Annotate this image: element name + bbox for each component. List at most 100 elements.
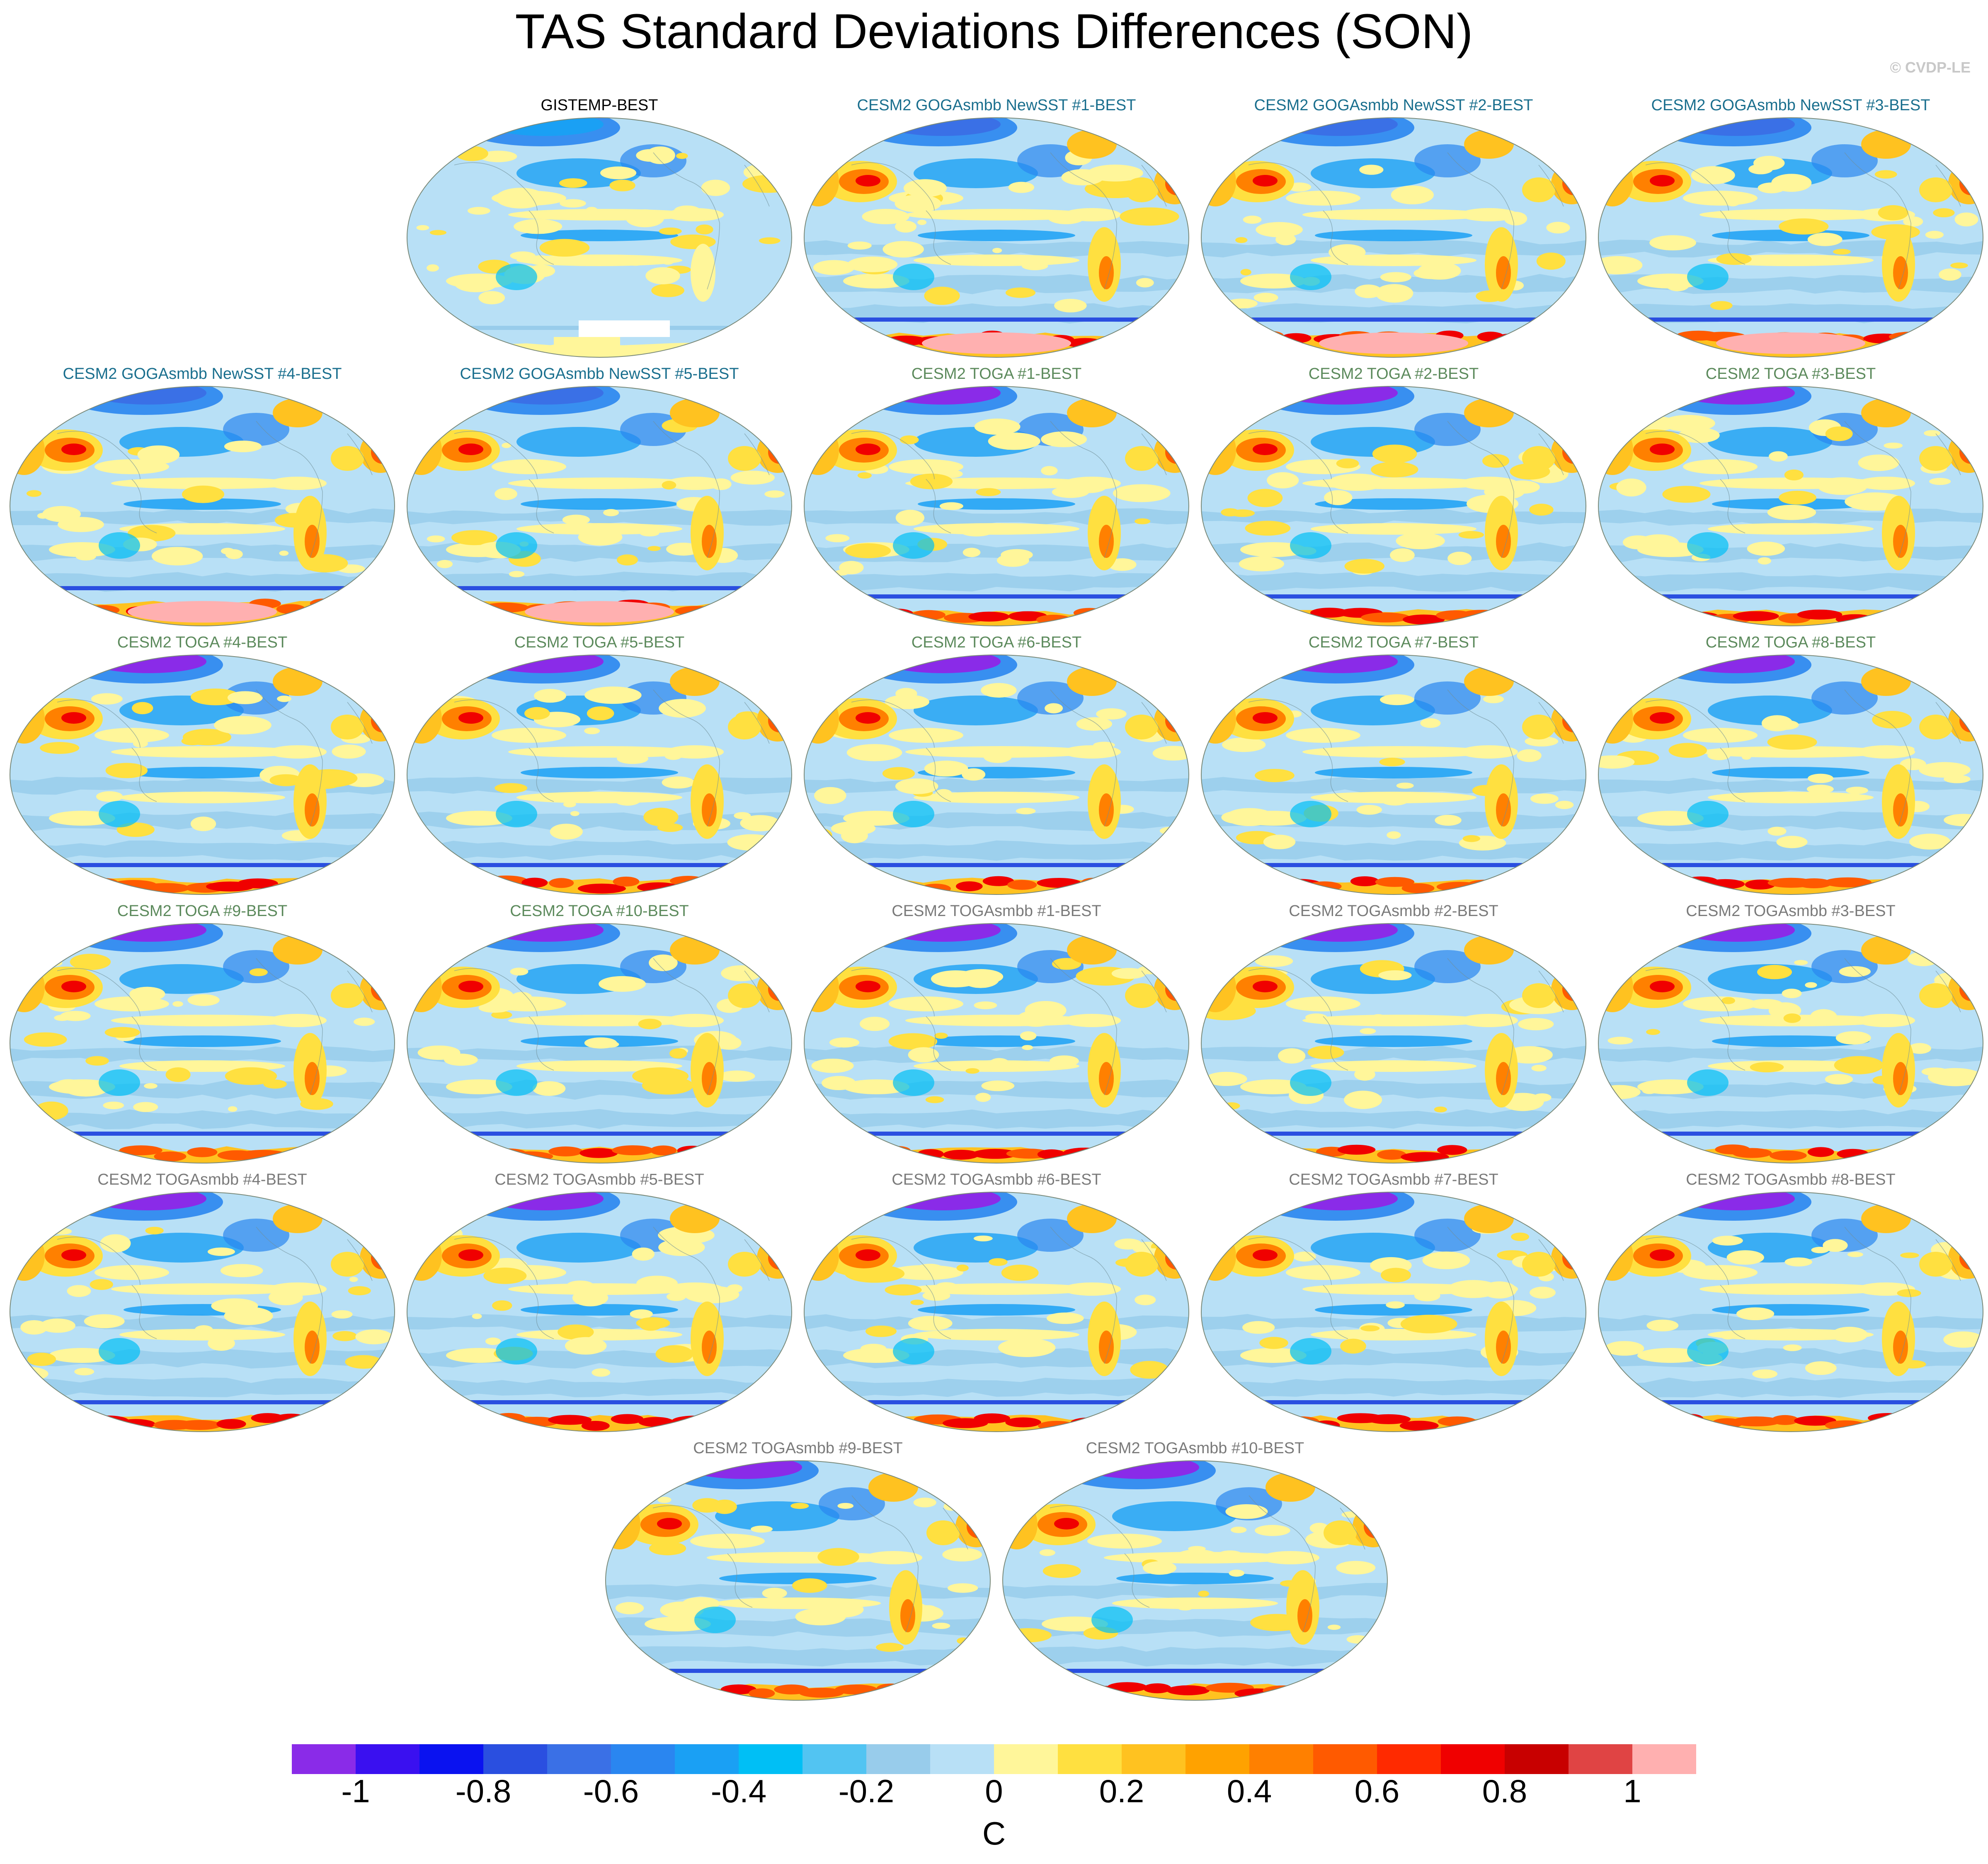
colorbar-segment — [1569, 1744, 1633, 1774]
panel-title: CESM2 TOGA #3-BEST — [1705, 365, 1876, 383]
panel-title: CESM2 TOGAsmbb #8-BEST — [1686, 1171, 1896, 1188]
colorbar-segment — [994, 1744, 1058, 1774]
map-panel: CESM2 TOGAsmbb #4-BEST — [7, 1171, 397, 1438]
map-panel: CESM2 GOGAsmbb NewSST #3-BEST — [1596, 96, 1986, 364]
panel-title: CESM2 GOGAsmbb NewSST #5-BEST — [460, 365, 739, 383]
colorbar-segment — [1632, 1744, 1696, 1774]
map-panel: CESM2 TOGAsmbb #1-BEST — [802, 902, 1191, 1169]
colorbar-segment — [1313, 1744, 1377, 1774]
robinson-map — [10, 1192, 395, 1432]
colorbar-tick-label: 0.8 — [1482, 1773, 1527, 1809]
colorbar-segment — [802, 1744, 867, 1774]
robinson-map — [10, 923, 395, 1163]
colorbar-segment — [419, 1744, 484, 1774]
robinson-map — [1201, 117, 1586, 358]
robinson-map — [1002, 1460, 1388, 1701]
panel-title: CESM2 TOGAsmbb #7-BEST — [1289, 1171, 1498, 1188]
map-panel: CESM2 GOGAsmbb NewSST #2-BEST — [1199, 96, 1588, 364]
map-panel: CESM2 TOGAsmbb #3-BEST — [1596, 902, 1986, 1169]
colorbar-tick-label: 1 — [1623, 1773, 1641, 1809]
map-panel: CESM2 TOGAsmbb #8-BEST — [1596, 1171, 1986, 1438]
robinson-map — [407, 654, 792, 895]
colorbar-segment — [1122, 1744, 1186, 1774]
colorbar-tick-label: 0.4 — [1227, 1773, 1272, 1809]
panel-title: CESM2 GOGAsmbb NewSST #1-BEST — [857, 97, 1136, 114]
map-panel: CESM2 TOGA #10-BEST — [405, 902, 794, 1169]
panel-title: CESM2 TOGAsmbb #3-BEST — [1686, 902, 1896, 920]
colorbar-segment — [547, 1744, 611, 1774]
colorbar-tick-label: -0.6 — [583, 1773, 639, 1809]
panel-title: CESM2 TOGA #6-BEST — [911, 634, 1082, 651]
colorbar-segment — [1186, 1744, 1250, 1774]
panel-title: CESM2 TOGA #8-BEST — [1705, 634, 1876, 651]
map-panel: CESM2 TOGAsmbb #5-BEST — [405, 1171, 794, 1438]
map-panel: CESM2 TOGA #9-BEST — [7, 902, 397, 1169]
map-panel: CESM2 GOGAsmbb NewSST #4-BEST — [7, 365, 397, 632]
colorbar-tick-label: 0.2 — [1099, 1773, 1144, 1809]
colorbar-segment — [866, 1744, 931, 1774]
map-panel: CESM2 TOGA #6-BEST — [802, 633, 1191, 901]
panel-title: CESM2 GOGAsmbb NewSST #4-BEST — [63, 365, 342, 383]
colorbar-tick-label: 0 — [985, 1773, 1003, 1809]
panel-title: CESM2 TOGAsmbb #2-BEST — [1289, 902, 1498, 920]
colorbar-segment — [1249, 1744, 1314, 1774]
robinson-map — [1598, 386, 1983, 626]
figure-title: TAS Standard Deviations Differences (SON… — [515, 4, 1473, 59]
map-panel: CESM2 TOGA #8-BEST — [1596, 633, 1986, 901]
colorbar-tick-label: -0.2 — [838, 1773, 895, 1809]
robinson-map — [605, 1460, 991, 1701]
robinson-map — [1598, 654, 1983, 895]
map-panel: CESM2 TOGA #2-BEST — [1199, 365, 1588, 632]
colorbar-segment — [1441, 1744, 1505, 1774]
colorbar-segment — [611, 1744, 675, 1774]
colorbar-tick-label: 0.6 — [1354, 1773, 1400, 1809]
panel-title: CESM2 TOGAsmbb #5-BEST — [495, 1171, 704, 1188]
panel-title: CESM2 TOGAsmbb #6-BEST — [892, 1171, 1101, 1188]
map-panel: CESM2 TOGAsmbb #9-BEST — [603, 1439, 993, 1706]
robinson-map — [10, 654, 395, 895]
robinson-map — [407, 117, 792, 358]
panel-title: CESM2 TOGA #1-BEST — [911, 365, 1082, 383]
panel-title: CESM2 TOGAsmbb #9-BEST — [693, 1440, 903, 1457]
colorbar-segment — [292, 1744, 356, 1774]
map-panel: GISTEMP-BEST — [405, 96, 794, 364]
panel-title: GISTEMP-BEST — [541, 97, 658, 114]
panel-title: CESM2 TOGA #5-BEST — [514, 634, 685, 651]
colorbar-tick-label: -0.4 — [710, 1773, 767, 1809]
robinson-map — [804, 386, 1189, 626]
robinson-map — [407, 923, 792, 1163]
panel-title: CESM2 TOGA #4-BEST — [117, 634, 288, 651]
credit-watermark: © CVDP-LE — [1890, 59, 1971, 76]
robinson-map — [1598, 117, 1983, 358]
colorbar — [292, 1744, 1696, 1774]
map-panel: CESM2 TOGA #7-BEST — [1199, 633, 1588, 901]
colorbar-segment — [1058, 1744, 1122, 1774]
colorbar-segment — [930, 1744, 994, 1774]
panel-title: CESM2 GOGAsmbb NewSST #2-BEST — [1254, 97, 1533, 114]
robinson-map — [804, 654, 1189, 895]
robinson-map — [407, 386, 792, 626]
robinson-map — [10, 386, 395, 626]
colorbar-tick-label: -0.8 — [455, 1773, 512, 1809]
map-panel: CESM2 GOGAsmbb NewSST #1-BEST — [802, 96, 1191, 364]
colorbar-segment — [739, 1744, 803, 1774]
colorbar-unit-label: C — [982, 1815, 1006, 1852]
robinson-map — [1598, 923, 1983, 1163]
map-panel: CESM2 TOGAsmbb #10-BEST — [1000, 1439, 1390, 1706]
panel-title: CESM2 TOGA #7-BEST — [1308, 634, 1479, 651]
robinson-map — [1201, 654, 1586, 895]
map-panel: CESM2 TOGA #3-BEST — [1596, 365, 1986, 632]
robinson-map — [804, 923, 1189, 1163]
map-panel: CESM2 TOGA #1-BEST — [802, 365, 1191, 632]
colorbar-tick-label: -1 — [341, 1773, 370, 1809]
robinson-map — [804, 117, 1189, 358]
map-panel: CESM2 TOGA #4-BEST — [7, 633, 397, 901]
robinson-map — [1201, 386, 1586, 626]
robinson-map — [804, 1192, 1189, 1432]
colorbar-segment — [675, 1744, 739, 1774]
map-panel: CESM2 TOGA #5-BEST — [405, 633, 794, 901]
colorbar-segment — [1505, 1744, 1569, 1774]
robinson-map — [1598, 1192, 1983, 1432]
robinson-map — [1201, 1192, 1586, 1432]
colorbar-segment — [356, 1744, 420, 1774]
